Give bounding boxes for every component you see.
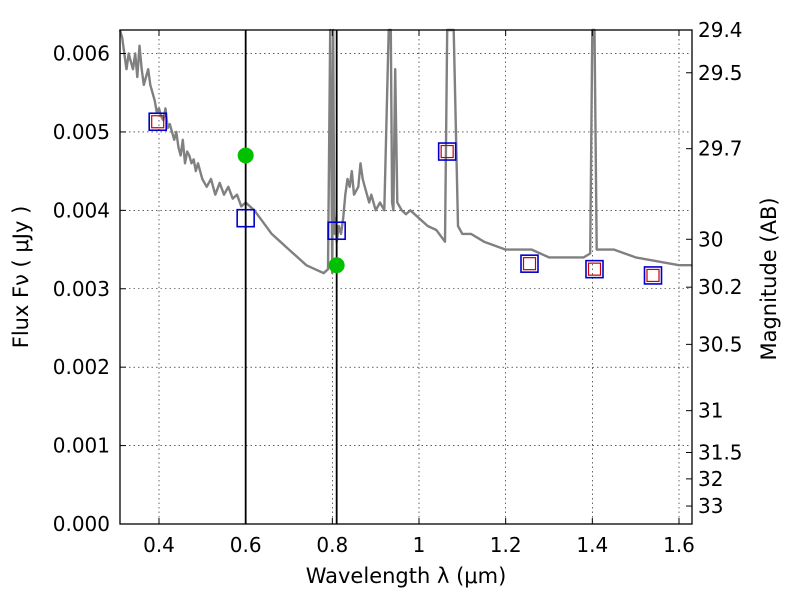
x-axis-title: Wavelength λ (μm) [306,564,507,588]
y-tick-label: 0.004 [53,198,110,222]
red-square-marker [646,268,660,283]
x-tick-label: 1.4 [576,533,608,557]
model-spectrum-path [118,28,692,275]
grid [120,30,692,525]
magnitude-axis-ticks: 29.4 29.5 29.7 30 30.2 30.5 31 31.5 32 33 [686,18,743,518]
magnitude-tick-label: 31.5 [698,440,743,464]
magnitude-tick-label: 29.4 [698,18,743,42]
y-tick-label: 0.002 [53,355,110,379]
red-square-marker [587,262,602,276]
x-tick-label: 1.6 [663,533,695,557]
y-axis-ticks: 0.000 0.001 0.002 0.003 0.004 0.005 0.006 [53,42,126,536]
magnitude-tick-label: 29.5 [698,61,743,85]
blue-square-marker [585,259,604,279]
red-square-marker [151,115,165,129]
filter-lines [244,30,338,524]
x-tick-label: 0.6 [230,533,262,557]
x-tick-label: 0.4 [143,533,175,557]
magnitude-tick-label: 29.7 [698,137,743,161]
observed-flux-point [328,257,345,274]
blue-square-marker [437,142,457,161]
magnitude-tick-label: 33 [698,494,723,518]
magnitude-axis-title: Magnitude (AB) [757,197,781,360]
y-tick-label: 0.000 [53,512,110,536]
blue-square-marker [520,254,539,273]
red-square-marker [440,144,454,159]
y-tick-label: 0.006 [53,42,110,66]
plot-frame [119,29,693,525]
magnitude-tick-label: 32 [698,467,723,491]
y-tick-label: 0.003 [53,277,110,301]
y-tick-label: 0.001 [53,434,110,458]
magnitude-tick-label: 30.5 [698,332,743,356]
y-axis-title: Flux Fν ( μJy ) [9,206,33,349]
blue-square-marker [236,208,255,228]
x-tick-label: 0.8 [316,533,348,557]
red-square-marker [522,257,537,271]
x-tick-label: 1.2 [490,533,522,557]
blue-square-marker [643,266,663,285]
magnitude-tick-label: 31 [698,399,723,423]
blue-square-marker [327,221,346,241]
x-tick-label: 1 [413,533,426,557]
observed-flux-point [237,147,254,164]
blue-square-marker [148,112,167,132]
magnitude-tick-label: 30.2 [698,275,743,299]
markers [148,112,663,285]
magnitude-tick-label: 30 [698,227,723,251]
model-spectrum-line [118,28,692,275]
y-tick-label: 0.005 [53,120,110,144]
x-axis-ticks: 0.4 0.6 0.8 1 1.2 1.4 1.6 [143,30,695,557]
